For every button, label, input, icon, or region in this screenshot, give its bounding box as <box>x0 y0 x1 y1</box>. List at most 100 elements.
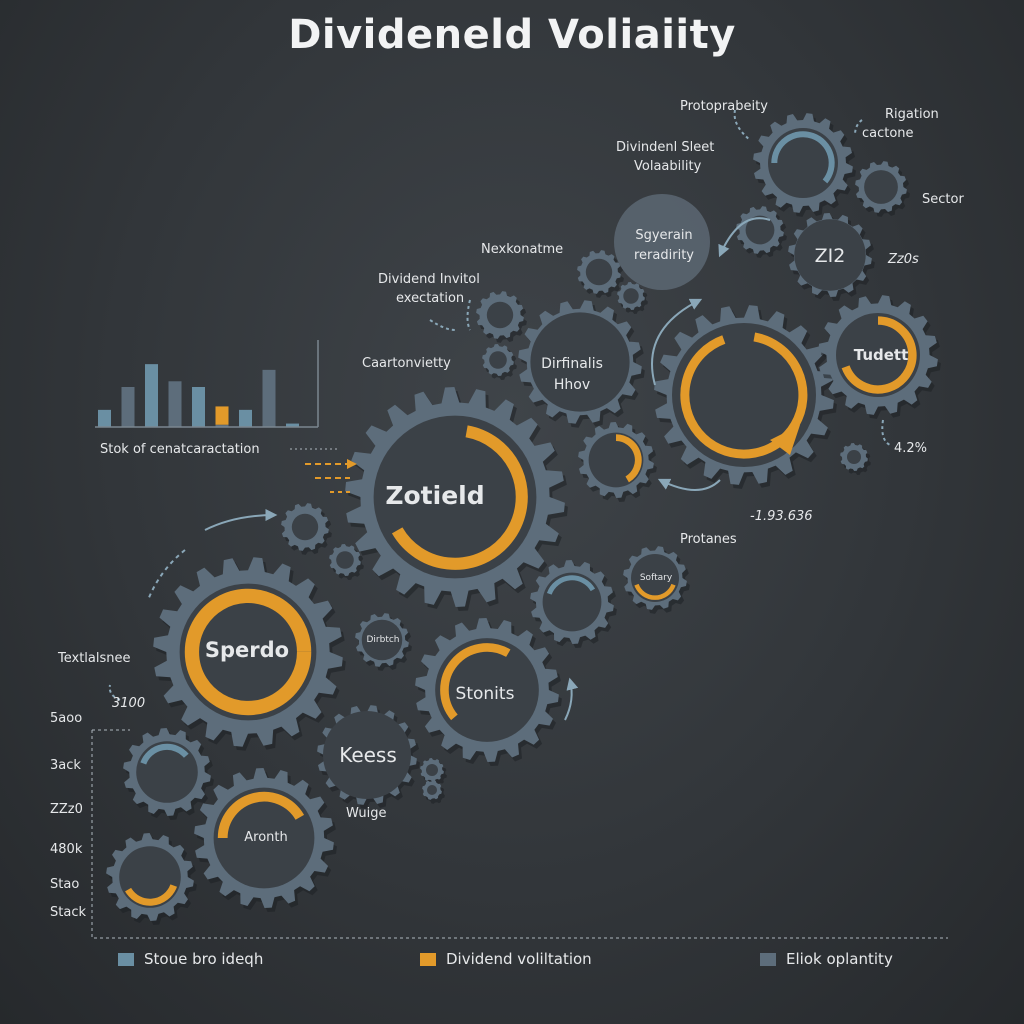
legend-label: Dividend voliltation <box>446 950 592 968</box>
gear-hub <box>836 313 920 397</box>
bar <box>145 364 158 427</box>
gear-hub <box>119 846 181 908</box>
gear-arc <box>184 588 312 716</box>
gear-tiny-b <box>329 544 364 580</box>
annotation-dividend-street: Divindenl Sleet <box>616 140 715 155</box>
bar <box>262 369 276 427</box>
bar <box>239 409 252 427</box>
gear-arc <box>634 583 676 600</box>
annotation-wuige: Wuige <box>346 806 387 821</box>
gear-hub <box>530 312 630 412</box>
gear-arc <box>125 884 177 906</box>
gear-tiny-g <box>736 206 787 258</box>
gear-hub <box>672 323 816 467</box>
connector-arrows <box>108 109 891 721</box>
annotation-3100: 3100 <box>112 696 146 711</box>
gear-hub <box>486 301 514 329</box>
gear-hub <box>489 351 507 369</box>
gear-label-sperdo: Sperdo <box>204 638 290 662</box>
gear-hub <box>361 619 403 661</box>
annotation-sector: Sector <box>922 192 964 207</box>
gear-label-keess: Keess <box>339 743 397 767</box>
bar <box>215 424 229 427</box>
legend-label: Stoue bro ideqh <box>144 950 264 968</box>
gear-sperdo <box>153 557 346 751</box>
annotation-dividend-invitol: Dividend Invitol <box>378 272 480 287</box>
gear-hub <box>623 288 639 304</box>
annotation-cactone: cactone <box>862 126 914 141</box>
gear-hub <box>585 258 613 286</box>
gear-top-small <box>855 161 910 217</box>
legend-swatch <box>118 952 134 966</box>
gear-tiny-a <box>281 503 332 555</box>
gear-small-bottom <box>106 833 197 925</box>
gear-hub <box>373 415 537 579</box>
gear-hub <box>427 785 437 795</box>
gear-label-stonits: Stonits <box>455 684 515 704</box>
y-axis-label: 480k <box>50 842 83 857</box>
bar <box>121 387 135 427</box>
annotation-nexkonatme: Nexkonatme <box>481 242 564 257</box>
annotation-percent: 4.2% <box>894 441 928 456</box>
gear-arc <box>217 791 305 839</box>
bubble-sgyerain <box>614 194 710 290</box>
bar-highlight <box>215 406 229 425</box>
gear-label-sgyerain: Sgyerain reradirity <box>634 228 694 263</box>
dashed-axis <box>91 729 948 939</box>
legend-label: Eliok oplantity <box>786 950 893 968</box>
gear-small-left <box>123 728 214 820</box>
gear-arc <box>841 316 917 394</box>
arrow-head <box>770 425 800 455</box>
legend-item: Stoue bro ideqh <box>118 950 263 968</box>
gears-layer <box>106 113 941 925</box>
gear-tiny-j <box>840 443 871 475</box>
annotation-number: -1.93.636 <box>750 509 813 524</box>
annotation-rigation: Rigation <box>885 107 939 122</box>
gear-softary <box>623 546 690 614</box>
gear-hub <box>768 128 838 198</box>
gear-aronth <box>194 768 337 912</box>
annotation-protoprabeity: Protoprabeity <box>680 99 768 114</box>
bar-chart <box>98 364 299 427</box>
gear-hub <box>542 572 602 632</box>
gear-label-dirbtch: Dirbtch <box>366 635 400 645</box>
gear-tiny-f <box>617 282 648 314</box>
gear-dirbtch <box>355 613 412 671</box>
annotation-protanes: Protanes <box>680 532 737 547</box>
bar <box>168 381 182 427</box>
gear-label-dirfinalis: Dirfinalis Hhov <box>541 356 603 393</box>
gear-hub <box>794 219 866 291</box>
y-axis-label: Stack <box>50 905 86 920</box>
bar <box>286 423 299 427</box>
gear-arc <box>680 332 808 459</box>
gear-arc <box>771 131 835 184</box>
gear-zi2 <box>788 213 875 301</box>
gear-label-zi2: ZI2 <box>814 245 846 267</box>
annotation-caartonvietty: Caartonvietty <box>362 356 451 371</box>
legend-swatch <box>420 952 436 966</box>
gear-label-aronth: Aronth <box>244 830 288 845</box>
gear-arc <box>440 643 511 721</box>
gear-hub <box>213 787 315 889</box>
legend-item: Dividend voliltation <box>420 950 592 968</box>
orange-arrows <box>305 459 357 493</box>
annotation-zzos: Zz0s <box>888 252 919 267</box>
gear-hub <box>864 170 898 204</box>
gear-tiny-e <box>577 250 624 298</box>
gear-hub <box>745 215 775 245</box>
gear-mid-low <box>530 560 617 648</box>
gear-hub <box>435 638 539 742</box>
gear-hub <box>336 551 354 569</box>
gear-tiny-d <box>482 344 517 380</box>
gear-hub <box>323 711 411 799</box>
gear-keess <box>317 705 420 809</box>
bar <box>192 387 205 427</box>
gear-arc <box>391 425 528 570</box>
gear-hub <box>631 554 679 602</box>
gear-tudett <box>818 295 941 419</box>
gear-tiny-h <box>420 758 447 786</box>
gear-hub <box>179 583 317 721</box>
gear-tiny-i <box>422 780 445 804</box>
gear-label-softary: Softary <box>639 573 673 583</box>
